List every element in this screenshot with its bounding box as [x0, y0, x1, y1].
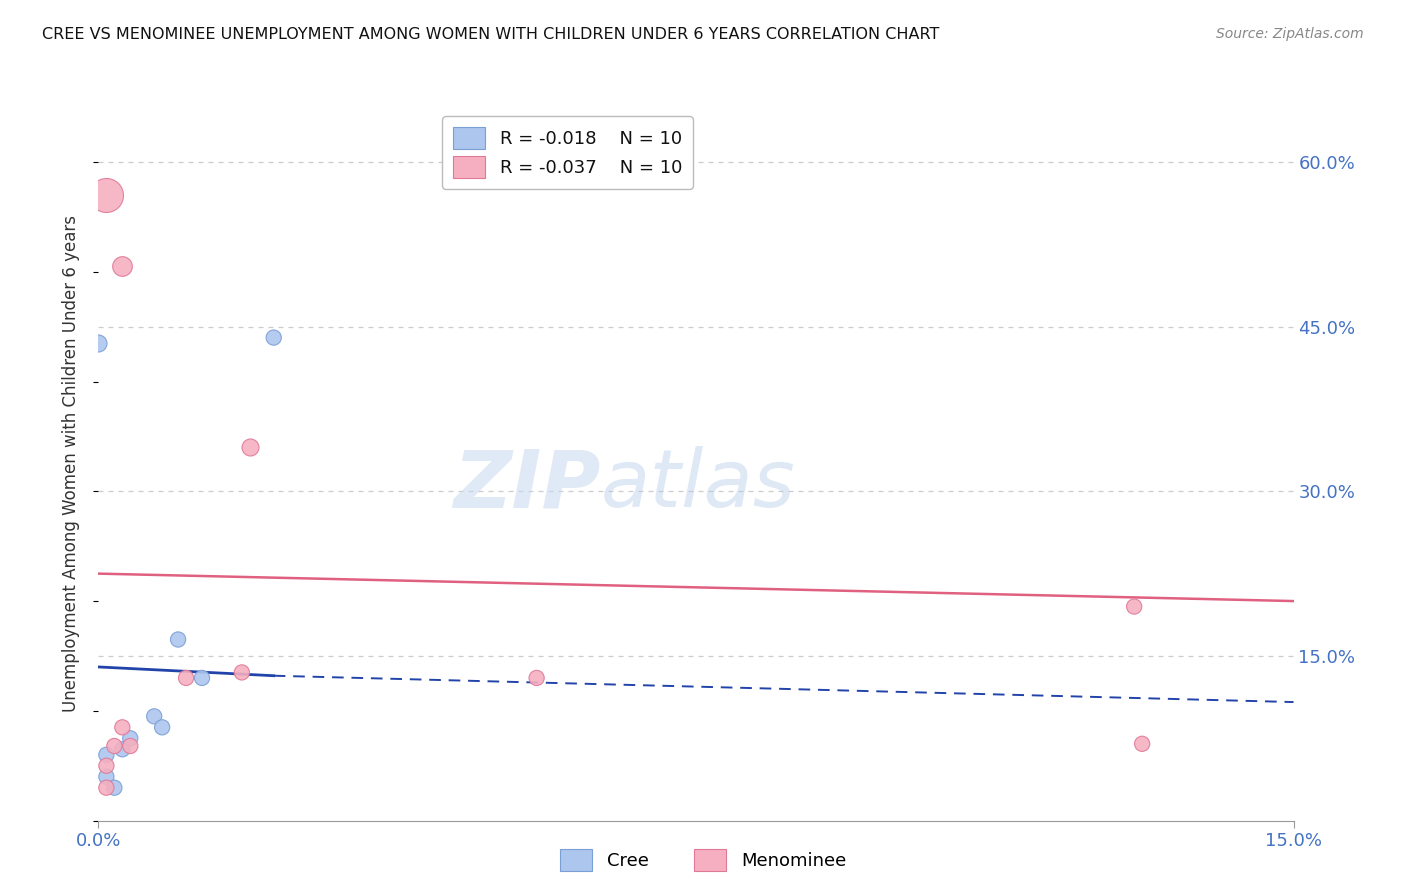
Point	[167, 632, 190, 647]
Point	[1130, 737, 1153, 751]
Point	[174, 671, 197, 685]
Point	[111, 259, 134, 273]
Point	[96, 747, 118, 762]
Point	[96, 187, 118, 202]
Text: Source: ZipAtlas.com: Source: ZipAtlas.com	[1216, 27, 1364, 41]
Point	[231, 665, 253, 680]
Point	[143, 709, 166, 723]
Point	[103, 739, 125, 753]
Legend: Cree, Menominee: Cree, Menominee	[553, 842, 853, 879]
Point	[96, 770, 118, 784]
Point	[120, 739, 142, 753]
Point	[150, 720, 173, 734]
Point	[191, 671, 214, 685]
Text: atlas: atlas	[600, 446, 796, 524]
Text: ZIP: ZIP	[453, 446, 600, 524]
Point	[263, 330, 285, 344]
Y-axis label: Unemployment Among Women with Children Under 6 years: Unemployment Among Women with Children U…	[62, 215, 80, 713]
Point	[96, 758, 118, 772]
Point	[120, 731, 142, 746]
Legend: R = -0.018    N = 10, R = -0.037    N = 10: R = -0.018 N = 10, R = -0.037 N = 10	[441, 116, 693, 189]
Point	[96, 780, 118, 795]
Point	[103, 780, 125, 795]
Point	[111, 742, 134, 756]
Point	[1123, 599, 1146, 614]
Text: CREE VS MENOMINEE UNEMPLOYMENT AMONG WOMEN WITH CHILDREN UNDER 6 YEARS CORRELATI: CREE VS MENOMINEE UNEMPLOYMENT AMONG WOM…	[42, 27, 939, 42]
Point	[111, 720, 134, 734]
Point	[87, 336, 110, 351]
Point	[526, 671, 548, 685]
Point	[239, 441, 262, 455]
